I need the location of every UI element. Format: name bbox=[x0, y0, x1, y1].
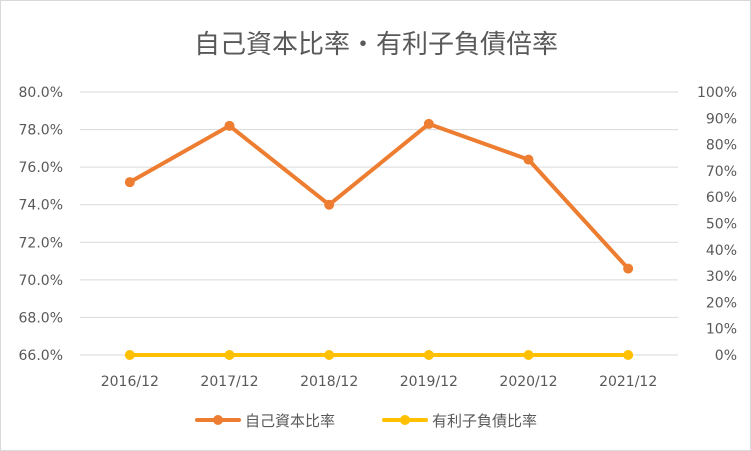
data-point bbox=[523, 154, 534, 165]
right-tick-label: 30% bbox=[706, 269, 737, 285]
legend: 自己資本比率 有利子負債比率 bbox=[195, 412, 537, 430]
left-tick-label: 78.0% bbox=[19, 123, 63, 139]
gridlines bbox=[80, 91, 678, 356]
right-tick-label: 40% bbox=[706, 243, 737, 259]
left-tick-label: 66.0% bbox=[19, 348, 63, 364]
data-point bbox=[623, 263, 634, 274]
x-tick-label: 2017/12 bbox=[200, 374, 258, 390]
x-axis: 2016/12 2017/12 2018/12 2019/12 2020/12 2021/… bbox=[101, 374, 658, 390]
right-tick-label: 80% bbox=[706, 138, 737, 154]
data-point bbox=[324, 199, 335, 210]
data-point bbox=[423, 118, 434, 129]
data-point bbox=[423, 350, 434, 360]
legend-label: 有利子負債比率 bbox=[432, 412, 537, 430]
right-tick-label: 90% bbox=[706, 111, 737, 127]
left-axis: 80.0% 78.0% 76.0% 74.0% 72.0% 70.0% 68.0% 66.0% bbox=[19, 85, 63, 364]
chart-title: 自己資本比率・有利子負債倍率 bbox=[194, 30, 558, 60]
series-layer bbox=[124, 118, 634, 360]
x-tick-label: 2018/12 bbox=[300, 374, 358, 390]
left-tick-label: 76.0% bbox=[19, 160, 63, 176]
series-2 bbox=[124, 350, 634, 360]
data-point bbox=[224, 350, 235, 360]
left-tick-label: 72.0% bbox=[19, 235, 63, 251]
right-tick-label: 50% bbox=[706, 217, 737, 233]
x-tick-label: 2020/12 bbox=[499, 374, 557, 390]
data-point bbox=[623, 350, 634, 360]
data-point bbox=[523, 350, 534, 360]
x-tick-label: 2016/12 bbox=[101, 374, 159, 390]
data-point bbox=[224, 120, 235, 131]
x-tick-label: 2019/12 bbox=[400, 374, 458, 390]
legend-swatch-marker bbox=[400, 415, 410, 425]
legend-swatch-marker bbox=[213, 415, 223, 425]
left-tick-label: 68.0% bbox=[19, 310, 63, 326]
data-point bbox=[324, 350, 335, 360]
right-tick-label: 0% bbox=[715, 348, 737, 364]
right-tick-label: 70% bbox=[706, 164, 737, 180]
series-line bbox=[127, 121, 631, 271]
right-tick-label: 100% bbox=[697, 85, 737, 101]
legend-item: 有利子負債比率 bbox=[382, 412, 537, 430]
legend-label: 自己資本比率 bbox=[245, 412, 335, 430]
left-tick-label: 80.0% bbox=[19, 85, 63, 101]
x-tick-label: 2021/12 bbox=[599, 374, 657, 390]
data-point bbox=[124, 177, 135, 188]
right-tick-label: 10% bbox=[706, 322, 737, 338]
right-tick-label: 20% bbox=[706, 295, 737, 311]
left-tick-label: 74.0% bbox=[19, 198, 63, 214]
right-tick-label: 60% bbox=[706, 190, 737, 206]
left-tick-label: 70.0% bbox=[19, 273, 63, 289]
legend-item: 自己資本比率 bbox=[195, 412, 335, 430]
data-point bbox=[124, 350, 135, 360]
right-axis: 100% 90% 80% 70% 60% 50% 40% 30% 20% 10% 0% bbox=[697, 85, 737, 364]
series-1 bbox=[124, 118, 634, 274]
